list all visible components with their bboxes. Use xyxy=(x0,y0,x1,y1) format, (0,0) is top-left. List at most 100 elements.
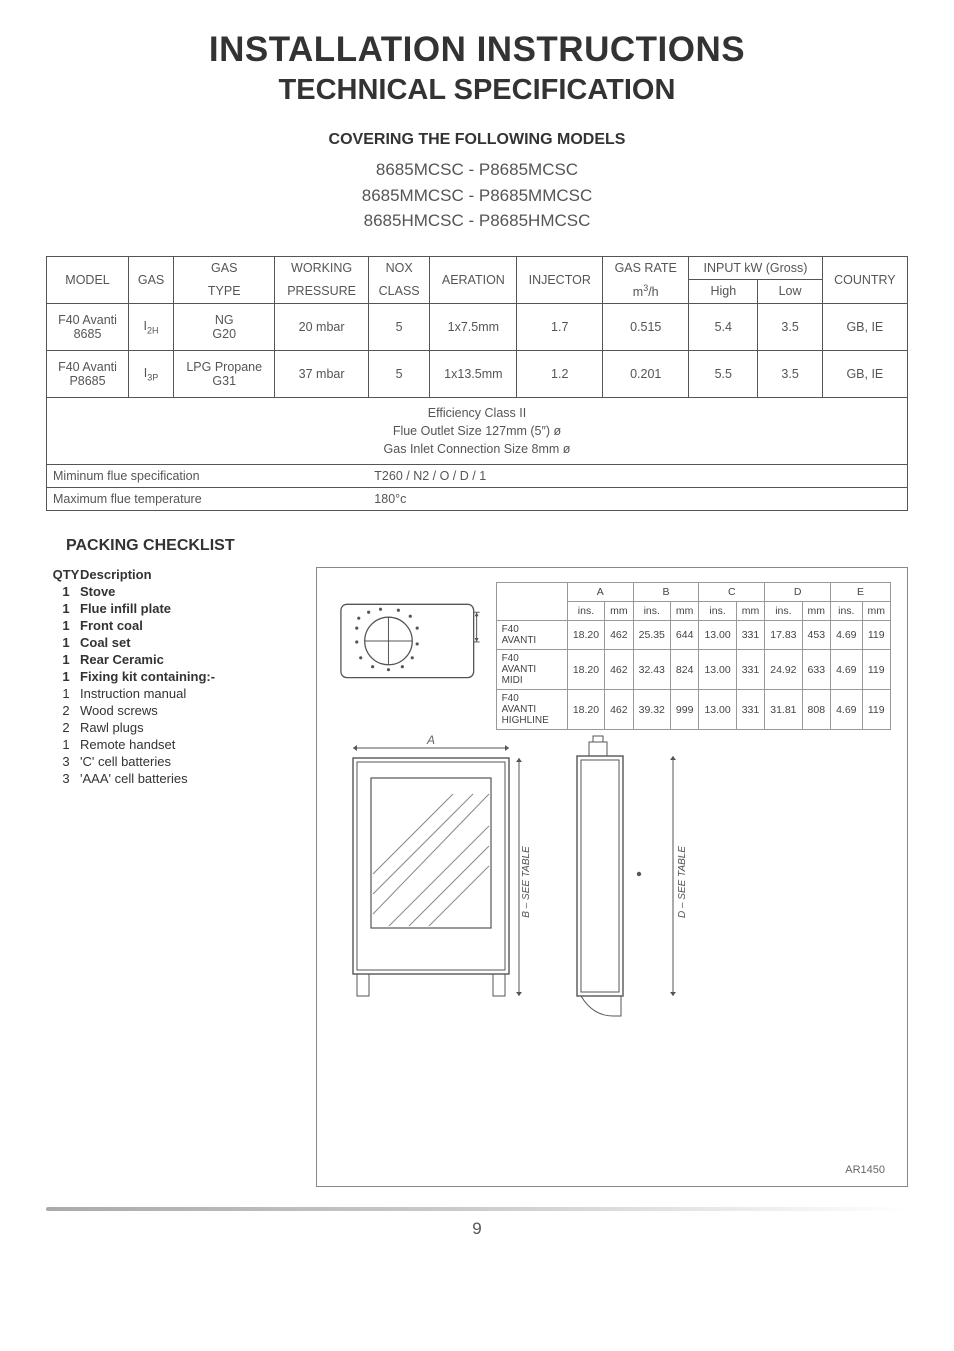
page-container: INSTALLATION INSTRUCTIONS TECHNICAL SPEC… xyxy=(0,0,954,1187)
cell-model: F40 Avanti P8685 xyxy=(47,351,129,398)
cell-gastype: LPG Propane G31 xyxy=(174,351,275,398)
th-pressure: PRESSURE xyxy=(275,279,368,304)
model-line: 8685HMCSC - P8685HMCSC xyxy=(46,208,908,234)
dims-cell: 331 xyxy=(736,650,765,690)
cell-aeration: 1x13.5mm xyxy=(430,351,517,398)
dims-sub: mm xyxy=(736,602,765,621)
checklist-item: 3'AAA' cell batteries xyxy=(52,771,312,786)
checklist-desc: Rawl plugs xyxy=(80,720,312,735)
dims-cell: 462 xyxy=(605,690,634,730)
dims-col-E: E xyxy=(831,583,891,602)
th-aeration: AERATION xyxy=(430,256,517,304)
dims-sub: mm xyxy=(670,602,699,621)
th-class: CLASS xyxy=(368,279,430,304)
checklist-title: PACKING CHECKLIST xyxy=(66,537,908,555)
dims-sub: ins. xyxy=(567,602,604,621)
model-list: 8685MCSC - P8685MCSC 8685MMCSC - P8685MM… xyxy=(46,157,908,234)
th-gasrate: GAS RATE xyxy=(603,256,689,279)
footer-line: Gas Inlet Connection Size 8mm ø xyxy=(47,442,907,456)
dims-cell: 13.00 xyxy=(699,650,736,690)
main-title: INSTALLATION INSTRUCTIONS xyxy=(46,30,908,70)
sub-title: TECHNICAL SPECIFICATION xyxy=(46,74,908,107)
th-high: High xyxy=(689,279,758,304)
footer-line: Efficiency Class II xyxy=(47,406,907,420)
th-low: Low xyxy=(758,279,822,304)
th-injector: INJECTOR xyxy=(517,256,603,304)
footer-line: Flue Outlet Size 127mm (5″) ø xyxy=(47,424,907,438)
see-table-d: D – SEE TABLE xyxy=(677,846,688,918)
checklist-qty: 1 xyxy=(52,686,80,701)
dims-cell: 17.83 xyxy=(765,621,802,650)
dims-cell: 119 xyxy=(862,650,891,690)
checklist-item: 1Instruction manual xyxy=(52,686,312,701)
th-type2: TYPE xyxy=(174,279,275,304)
checklist-qty: 1 xyxy=(52,737,80,752)
dims-col-B: B xyxy=(633,583,699,602)
checklist-qty: 3 xyxy=(52,754,80,769)
checklist-qty: 1 xyxy=(52,601,80,616)
checklist-qty: 1 xyxy=(52,618,80,633)
checklist-desc: 'C' cell batteries xyxy=(80,754,312,769)
dims-cell: 32.43 xyxy=(633,650,670,690)
checklist-qty: 1 xyxy=(52,652,80,667)
dims-sub: mm xyxy=(802,602,831,621)
dims-row: F40 AVANTI MIDI18.2046232.4382413.003312… xyxy=(496,650,890,690)
dims-cell: 18.20 xyxy=(567,650,604,690)
cell-working: 20 mbar xyxy=(275,304,368,351)
th-gasrate-unit: m3/h xyxy=(603,279,689,304)
checklist-column: QTY Description 1Stove1Flue infill plate… xyxy=(46,567,312,1187)
cell-gas: I3P xyxy=(129,351,174,398)
checklist-desc: Wood screws xyxy=(80,703,312,718)
cell-low: 3.5 xyxy=(758,351,822,398)
dims-cell: 4.69 xyxy=(831,621,862,650)
checklist-qty: 1 xyxy=(52,669,80,684)
dims-cell: 808 xyxy=(802,690,831,730)
cell-gasrate: 0.201 xyxy=(603,351,689,398)
max-temp-label: Maximum flue temperature xyxy=(47,488,369,511)
dims-sub: ins. xyxy=(831,602,862,621)
checklist-item: 1Rear Ceramic xyxy=(52,652,312,667)
dims-sub: ins. xyxy=(699,602,736,621)
stove-top-view xyxy=(333,582,482,692)
dims-row: F40 AVANTI18.2046225.3564413.0033117.834… xyxy=(496,621,890,650)
dims-cell: 13.00 xyxy=(699,690,736,730)
cell-gas: I2H xyxy=(129,304,174,351)
dims-cell: 39.32 xyxy=(633,690,670,730)
checklist-qty: 2 xyxy=(52,703,80,718)
min-flue-value: T260 / N2 / O / D / 1 xyxy=(368,465,907,488)
dims-col-A: A xyxy=(567,583,633,602)
max-temp-row: Maximum flue temperature 180°c xyxy=(47,488,908,511)
checklist-qty: 2 xyxy=(52,720,80,735)
dims-row-label: F40 AVANTI xyxy=(496,621,567,650)
dims-col-D: D xyxy=(765,583,831,602)
spec-table: MODEL GAS GAS WORKING NOX AERATION INJEC… xyxy=(46,256,908,512)
dims-sub: ins. xyxy=(633,602,670,621)
cell-injector: 1.2 xyxy=(517,351,603,398)
cell-nox: 5 xyxy=(368,351,430,398)
dims-row-label: F40 AVANTI HIGHLINE xyxy=(496,690,567,730)
stove-front-view: A xyxy=(333,734,533,1014)
stove-side-view: D – SEE TABLE xyxy=(563,734,733,1034)
cell-gastype: NG G20 xyxy=(174,304,275,351)
axis-a-label: A xyxy=(426,734,435,747)
dimensions-table: A B C D E ins. mm ins. mm ins. mm ins. xyxy=(496,582,891,730)
checklist-desc: Coal set xyxy=(80,635,312,650)
max-temp-value: 180°c xyxy=(368,488,907,511)
checklist-desc: Flue infill plate xyxy=(80,601,312,616)
checklist-item: 2Wood screws xyxy=(52,703,312,718)
footer-bar xyxy=(46,1207,908,1211)
checklist-figure-row: QTY Description 1Stove1Flue infill plate… xyxy=(46,567,908,1187)
page-number: 9 xyxy=(0,1219,954,1239)
covering-heading: COVERING THE FOLLOWING MODELS xyxy=(46,131,908,149)
th-nox: NOX xyxy=(368,256,430,279)
dims-cell: 644 xyxy=(670,621,699,650)
th-country: COUNTRY xyxy=(822,256,907,304)
dims-cell: 119 xyxy=(862,621,891,650)
spec-row: F40 Avanti P8685 I3P LPG Propane G31 37 … xyxy=(47,351,908,398)
dims-row: F40 AVANTI HIGHLINE18.2046239.3299913.00… xyxy=(496,690,890,730)
dims-cell: 824 xyxy=(670,650,699,690)
cell-high: 5.5 xyxy=(689,351,758,398)
checklist-desc: Remote handset xyxy=(80,737,312,752)
checklist-qty: 1 xyxy=(52,584,80,599)
dims-cell: 331 xyxy=(736,621,765,650)
